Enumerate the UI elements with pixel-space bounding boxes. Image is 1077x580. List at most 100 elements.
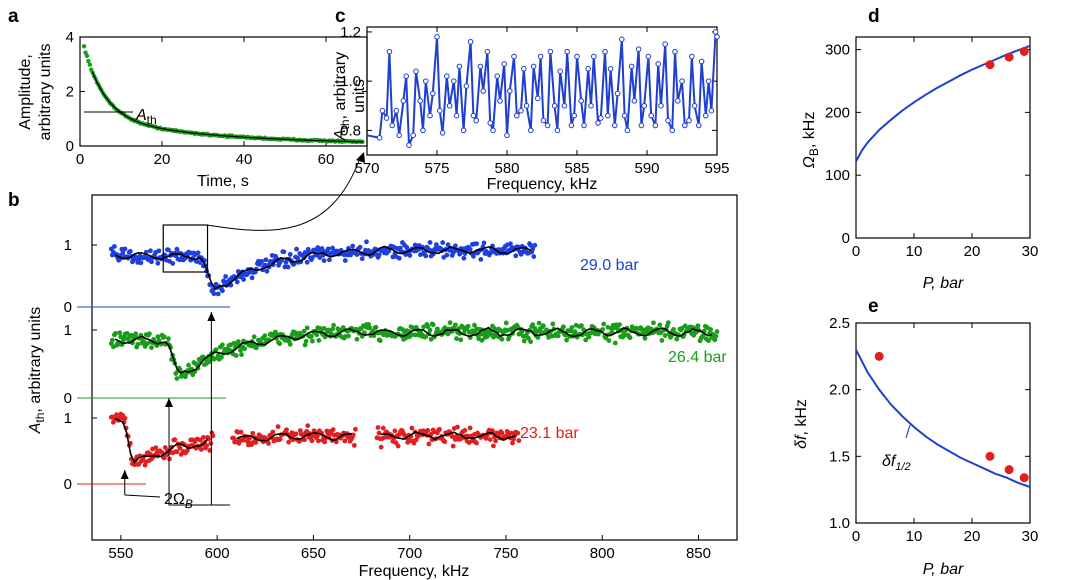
c-point xyxy=(669,127,676,134)
b-point xyxy=(122,415,128,421)
b-point xyxy=(530,322,536,328)
b-point xyxy=(601,321,607,327)
c-series-line xyxy=(366,31,718,146)
c-point xyxy=(490,127,496,134)
b-series-ytick-label-1: 1 xyxy=(64,322,72,339)
c-point xyxy=(504,132,510,139)
b-point xyxy=(579,323,584,328)
b-point xyxy=(235,339,241,344)
b-point xyxy=(204,443,209,449)
panel-c-ylabel-2: units xyxy=(351,79,368,113)
b-point xyxy=(350,432,356,438)
b-point xyxy=(478,257,484,262)
c-point xyxy=(487,120,494,126)
b-point xyxy=(238,348,243,353)
b-point xyxy=(316,338,322,343)
b-point xyxy=(198,447,204,452)
b-point xyxy=(287,251,293,257)
b-point xyxy=(455,424,460,430)
b-point xyxy=(242,346,248,352)
panel-c-xlabel: Frequency, kHz xyxy=(487,176,598,193)
b-point xyxy=(367,325,373,331)
b-point xyxy=(583,337,589,343)
c-point xyxy=(561,102,568,109)
c-xtick-label: 575 xyxy=(424,160,449,177)
b-point xyxy=(433,242,439,248)
d-xtick-label: 20 xyxy=(964,243,981,260)
b-point xyxy=(364,239,369,245)
a-threshold-label: Ath xyxy=(135,107,157,127)
b-point xyxy=(600,327,606,332)
b-point xyxy=(314,332,320,338)
c-point xyxy=(423,78,429,84)
c-point xyxy=(602,48,608,55)
b-point xyxy=(530,246,536,252)
b-point xyxy=(330,326,335,332)
c-point xyxy=(544,122,551,129)
b-point xyxy=(266,441,271,446)
e-point xyxy=(1004,465,1014,475)
panel-e-xlabel: P, bar xyxy=(923,561,964,578)
b-point xyxy=(659,338,665,343)
c-point xyxy=(568,122,575,129)
c-xtick-label: 590 xyxy=(634,160,659,177)
b-point xyxy=(146,331,152,337)
b-point xyxy=(671,326,676,332)
e-curve xyxy=(855,349,1031,488)
c-point xyxy=(689,53,695,60)
b-point xyxy=(351,442,357,448)
panel-b-label: b xyxy=(8,190,20,211)
b-arrow-connector xyxy=(168,495,230,506)
c-point xyxy=(507,88,513,94)
c-point xyxy=(614,90,621,97)
b-point xyxy=(586,334,592,340)
b-point xyxy=(133,331,139,337)
c-point xyxy=(460,127,467,134)
e-point xyxy=(874,351,884,361)
b-point xyxy=(474,440,479,446)
d-ytick-label: 0 xyxy=(842,230,850,247)
b-point xyxy=(449,434,455,439)
panel-e-frame xyxy=(855,322,1031,524)
b-point xyxy=(479,337,485,343)
b-point xyxy=(437,426,442,432)
b-point xyxy=(281,249,287,255)
d-ytick-label: 100 xyxy=(825,167,850,184)
b-point xyxy=(223,274,229,279)
d-xtick-label: 0 xyxy=(852,243,860,260)
b-point xyxy=(208,441,214,446)
b-point xyxy=(253,440,259,445)
c-point xyxy=(439,130,446,136)
b-point xyxy=(453,243,458,249)
c-point xyxy=(658,102,664,109)
c-point xyxy=(605,112,611,119)
b-point xyxy=(155,260,161,266)
c-point xyxy=(379,107,386,114)
b-series-label: 29.0 bar xyxy=(580,257,639,274)
panel-e-ylabel: δf, kHz xyxy=(793,399,810,449)
c-point xyxy=(624,127,631,134)
panel-a-ylabel-1: Amplitude, xyxy=(17,54,34,130)
b-point xyxy=(513,253,519,259)
panel-a: a 0 20 40 60 0 2 4 Time, s Amplitude, arbitrar… xyxy=(8,6,368,190)
b-smoothed-line xyxy=(236,432,353,442)
c-point xyxy=(645,53,652,60)
c-point xyxy=(444,73,450,80)
b-smoothed-line xyxy=(114,326,713,375)
c-point xyxy=(595,120,601,126)
a-xtick-label: 60 xyxy=(318,151,335,168)
b-smoothed-line xyxy=(114,245,532,290)
c-point xyxy=(574,53,580,60)
c-ytick-label: 0.8 xyxy=(340,122,361,139)
b-point xyxy=(472,322,477,328)
b-point xyxy=(467,425,473,431)
c-point xyxy=(484,48,491,55)
c-point xyxy=(451,78,457,84)
c-point xyxy=(417,98,424,104)
b-point xyxy=(112,244,117,249)
b-point xyxy=(263,257,269,263)
b-point xyxy=(376,252,382,258)
c-point xyxy=(551,102,558,109)
b-point xyxy=(617,322,622,328)
b-point xyxy=(220,288,225,294)
